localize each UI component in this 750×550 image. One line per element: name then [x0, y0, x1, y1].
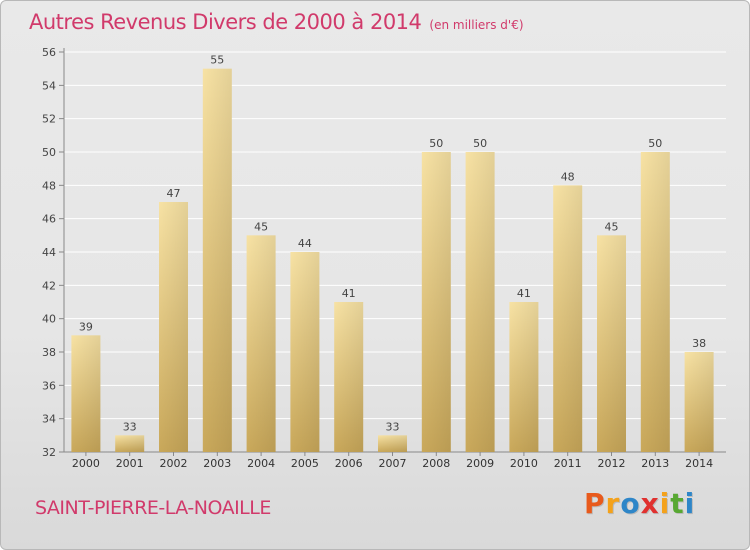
y-tick-label: 54 — [42, 79, 56, 92]
bar-shade — [115, 435, 145, 452]
x-tick-label: 2005 — [291, 457, 319, 470]
y-tick-label: 34 — [42, 413, 56, 426]
y-tick-label: 42 — [42, 279, 56, 292]
data-label: 44 — [298, 237, 312, 250]
bar-shade — [378, 435, 407, 452]
logo-letter: i — [684, 487, 696, 520]
data-label: 48 — [561, 170, 575, 183]
y-tick-label: 50 — [42, 146, 56, 159]
logo-letter: x — [640, 487, 660, 520]
x-tick-label: 2012 — [598, 457, 626, 470]
bar-shade — [509, 302, 539, 452]
y-tick-label: 38 — [42, 346, 56, 359]
x-tick-label: 2011 — [554, 457, 582, 470]
data-label: 45 — [254, 220, 268, 233]
proxiti-logo: Proxiti — [584, 487, 695, 520]
x-tick-label: 2008 — [422, 457, 450, 470]
y-tick-label: 56 — [42, 46, 56, 59]
data-label: 39 — [79, 320, 93, 333]
bar-shade — [640, 152, 670, 452]
bar-shade — [597, 235, 626, 452]
logo-letter: r — [605, 487, 621, 520]
x-tick-label: 2013 — [641, 457, 669, 470]
y-tick-label: 48 — [42, 179, 56, 192]
data-label: 55 — [210, 54, 224, 67]
data-label: 50 — [429, 137, 443, 150]
y-tick-label: 32 — [42, 446, 56, 459]
bar-shade — [465, 152, 495, 452]
data-label: 33 — [386, 420, 400, 433]
bar-shade — [684, 352, 714, 452]
data-label: 47 — [167, 187, 181, 200]
bar-shade — [246, 235, 276, 452]
bar-shade — [71, 335, 101, 452]
x-tick-label: 2000 — [72, 457, 100, 470]
x-tick-label: 2007 — [379, 457, 407, 470]
y-tick-label: 36 — [42, 379, 56, 392]
data-label: 50 — [648, 137, 662, 150]
logo-letter: o — [620, 487, 641, 520]
y-tick-label: 46 — [42, 213, 56, 226]
data-label: 33 — [123, 420, 137, 433]
chart-title: Autres Revenus Divers de 2000 à 2014 (en … — [29, 10, 524, 34]
x-tick-label: 2006 — [335, 457, 363, 470]
y-tick-label: 40 — [42, 313, 56, 326]
x-tick-label: 2002 — [160, 457, 188, 470]
bar-shade — [159, 202, 188, 452]
bar-shade — [202, 68, 232, 453]
data-label: 41 — [342, 287, 356, 300]
bar-shade — [421, 152, 451, 452]
y-tick-label: 52 — [42, 113, 56, 126]
data-label: 45 — [605, 220, 619, 233]
x-tick-label: 2001 — [116, 457, 144, 470]
x-tick-label: 2009 — [466, 457, 494, 470]
data-label: 41 — [517, 287, 531, 300]
logo-letter: i — [659, 487, 671, 520]
x-tick-label: 2003 — [203, 457, 231, 470]
x-tick-label: 2004 — [247, 457, 275, 470]
logo-letter: t — [670, 487, 685, 520]
data-label: 50 — [473, 137, 487, 150]
bar-shade — [553, 185, 583, 453]
chart-title-text: Autres Revenus Divers de 2000 à 2014 — [29, 10, 422, 34]
bar-shade — [334, 302, 364, 452]
city-name: SAINT-PIERRE-LA-NOAILLE — [35, 497, 271, 519]
x-tick-label: 2010 — [510, 457, 538, 470]
logo-letter: P — [584, 487, 606, 520]
chart-unit: (en milliers d'€) — [429, 18, 524, 32]
data-label: 38 — [692, 337, 706, 350]
y-tick-label: 44 — [42, 246, 56, 259]
bar-shade — [290, 252, 320, 452]
x-tick-label: 2014 — [685, 457, 713, 470]
